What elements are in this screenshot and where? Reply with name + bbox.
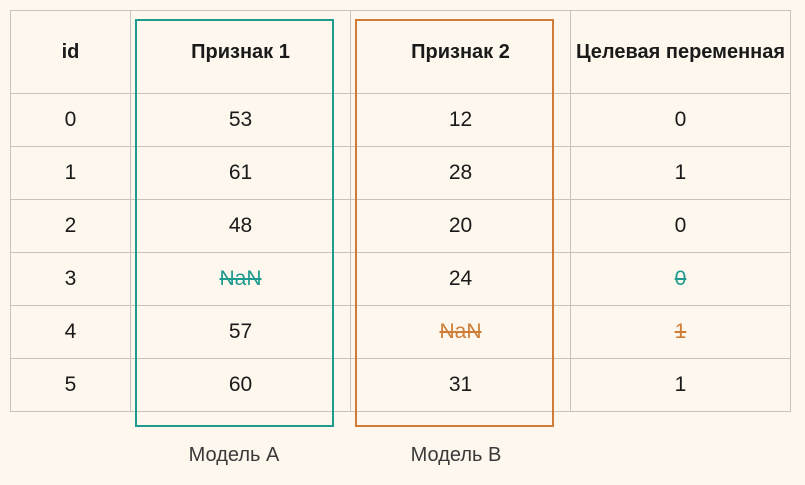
cell-feature-2: 28 <box>350 146 571 200</box>
header-row: id Признак 1 Признак 2 Целевая переменна… <box>10 10 791 94</box>
cell-feature-2: 31 <box>350 358 571 412</box>
header-feature-1: Признак 1 <box>130 10 351 94</box>
cell-target: 1 <box>570 358 791 412</box>
cell-id: 0 <box>10 93 131 147</box>
header-target: Целевая переменная <box>570 10 791 94</box>
table-row: 2 48 20 0 <box>10 199 791 253</box>
header-id: id <box>10 10 131 94</box>
cell-target-struck: 0 <box>570 252 791 306</box>
table-row: 3 NaN 24 0 <box>10 252 791 306</box>
table-row: 4 57 NaN 1 <box>10 305 791 359</box>
cell-feature-1: 57 <box>130 305 351 359</box>
data-table: id Признак 1 Признак 2 Целевая переменна… <box>10 10 791 412</box>
table-row: 0 53 12 0 <box>10 93 791 147</box>
cell-feature-1: 48 <box>130 199 351 253</box>
cell-target: 1 <box>570 146 791 200</box>
cell-target-struck: 1 <box>570 305 791 359</box>
model-b-label: Модель B <box>410 444 502 466</box>
table-row: 5 60 31 1 <box>10 358 791 412</box>
cell-id: 5 <box>10 358 131 412</box>
table-row: 1 61 28 1 <box>10 146 791 200</box>
cell-id: 1 <box>10 146 131 200</box>
cell-feature-2: 24 <box>350 252 571 306</box>
cell-target: 0 <box>570 199 791 253</box>
cell-feature-1: 61 <box>130 146 351 200</box>
cell-feature-1: 60 <box>130 358 351 412</box>
cell-feature-1: 53 <box>130 93 351 147</box>
cell-feature-1-struck: NaN <box>130 252 351 306</box>
cell-feature-2-struck: NaN <box>350 305 571 359</box>
header-feature-2: Признак 2 <box>350 10 571 94</box>
cell-id: 2 <box>10 199 131 253</box>
cell-feature-2: 20 <box>350 199 571 253</box>
cell-id: 4 <box>10 305 131 359</box>
cell-target: 0 <box>570 93 791 147</box>
cell-feature-2: 12 <box>350 93 571 147</box>
model-a-label: Модель A <box>188 444 280 466</box>
cell-id: 3 <box>10 252 131 306</box>
